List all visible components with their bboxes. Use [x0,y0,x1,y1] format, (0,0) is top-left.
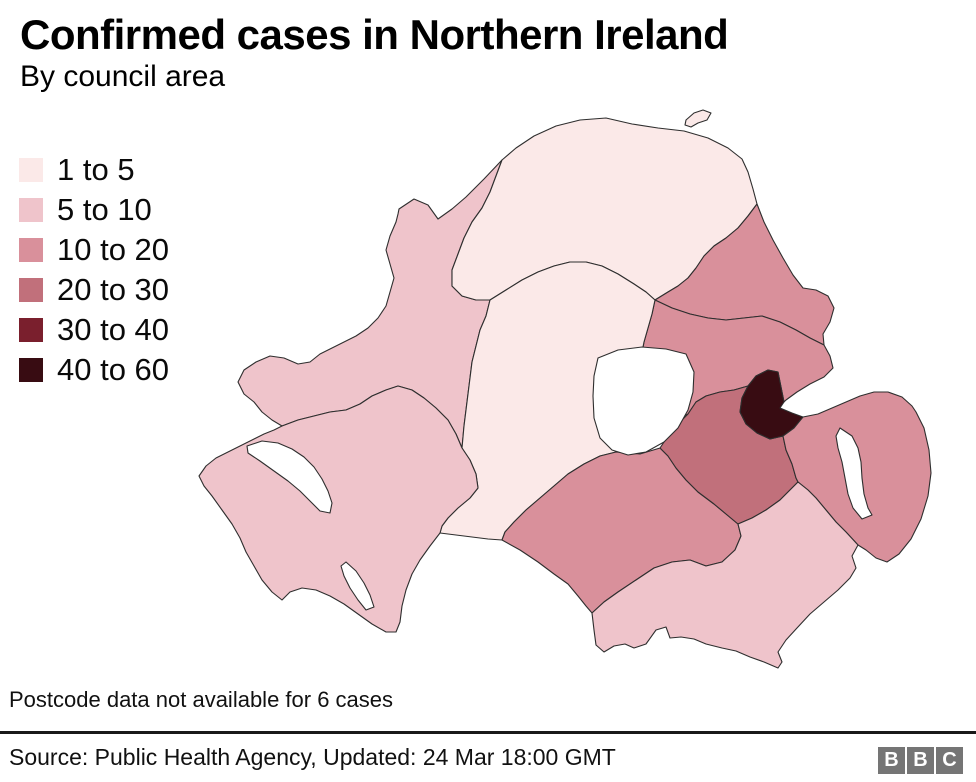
legend-label: 10 to 20 [57,232,170,267]
legend-label: 30 to 40 [57,312,170,347]
region-newry-mourne-down [591,481,859,669]
legend-swatch [19,238,43,262]
legend-swatch [19,158,43,182]
source-line: Source: Public Health Agency, Updated: 2… [9,744,616,770]
legend: 1 to 5 5 to 10 10 to 20 20 to 30 30 to 40 40 … [19,150,169,390]
lake-strangford-lough [835,427,873,520]
island-rathlin-island [684,109,712,128]
page-subtitle: By council area [20,60,226,94]
legend-label: 1 to 5 [57,152,135,187]
footnote: Postcode data not available for 6 cases [9,687,394,712]
header: Confirmed cases in Northern Ireland By c… [20,11,729,95]
legend-label: 20 to 30 [57,272,170,307]
region-fermanagh-omagh [198,385,479,633]
legend-item-10-to-20: 10 to 20 [19,230,169,270]
bbc-logo-block: B [907,747,934,774]
legend-swatch [19,278,43,302]
legend-label: 40 to 60 [57,352,170,387]
page-title: Confirmed cases in Northern Ireland [20,11,729,58]
bbc-logo-block: B [878,747,905,774]
lake-lough-neagh [592,346,695,456]
divider [0,731,976,734]
legend-item-1-to-5: 1 to 5 [19,150,169,190]
legend-swatch [19,358,43,382]
lake-lower-lough-erne [246,440,333,514]
legend-item-20-to-30: 20 to 30 [19,270,169,310]
lake-upper-lough-erne [340,561,375,611]
legend-swatch [19,318,43,342]
legend-item-5-to-10: 5 to 10 [19,190,169,230]
legend-swatch [19,198,43,222]
legend-item-40-to-60: 40 to 60 [19,350,169,390]
legend-item-30-to-40: 30 to 40 [19,310,169,350]
bbc-logo-block: C [936,747,963,774]
legend-label: 5 to 10 [57,192,152,227]
